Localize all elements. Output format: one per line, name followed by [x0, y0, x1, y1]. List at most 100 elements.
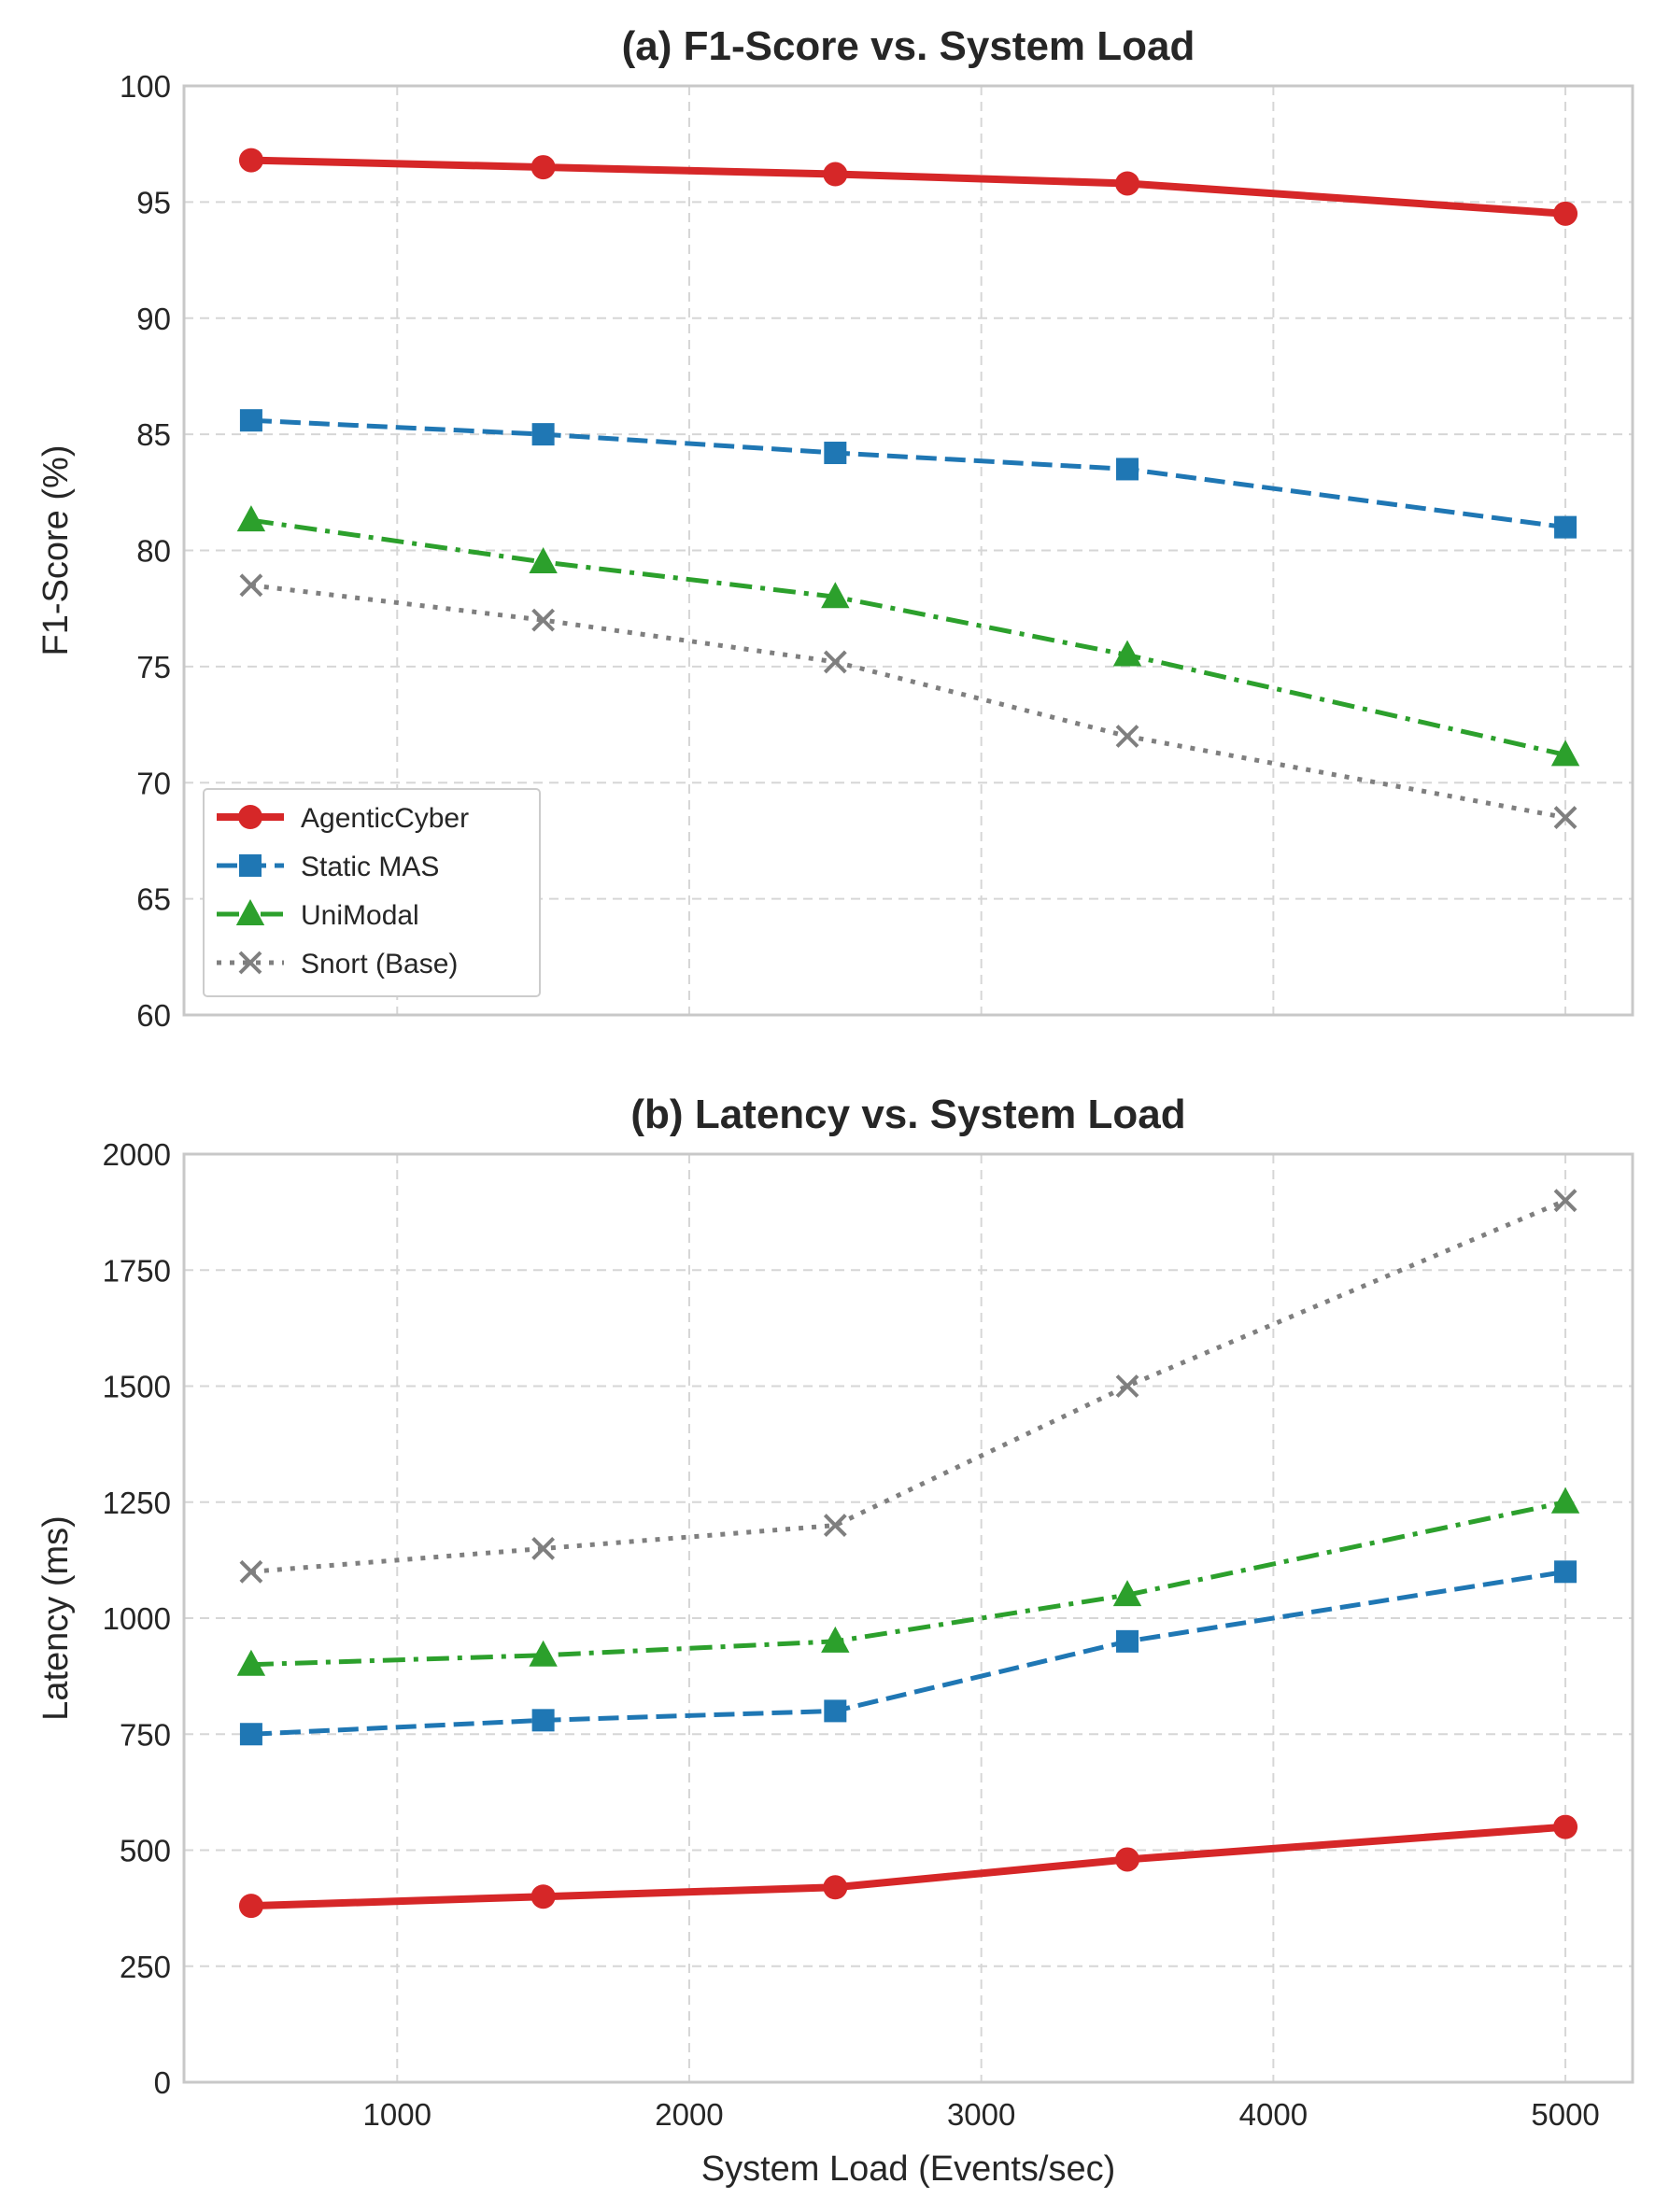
data-point — [821, 582, 850, 609]
x-stroke — [823, 650, 847, 674]
tick-labels: 60 65 70 75 80 85 90 95 100 — [120, 69, 171, 1033]
data-point — [824, 442, 847, 465]
y-tick-label: 0 — [154, 2065, 171, 2100]
y-tick-label: 80 — [136, 534, 171, 569]
series-static-mas — [239, 1560, 1577, 1746]
series-agenticcyber — [238, 1814, 1578, 1919]
y-tick-label: 90 — [136, 302, 171, 336]
y-tick-label: 65 — [136, 882, 171, 917]
x-stroke — [1115, 1374, 1139, 1398]
x-stroke — [823, 1514, 847, 1538]
data-point — [239, 1559, 263, 1584]
data-point — [529, 1640, 558, 1667]
data-point — [238, 148, 263, 173]
data-point — [1550, 740, 1580, 767]
legend-marker — [235, 899, 265, 925]
y-tick-label: 60 — [136, 998, 171, 1033]
legend-marker — [238, 951, 262, 975]
legend-swatch — [217, 951, 284, 975]
y-tick-label: 1500 — [103, 1370, 171, 1404]
y-tick-label: 750 — [120, 1717, 171, 1752]
data-point — [1553, 806, 1577, 829]
x-tick-label: 3000 — [947, 2097, 1015, 2132]
series-layer — [236, 148, 1580, 829]
data-point — [236, 1649, 266, 1676]
legend-marker — [239, 854, 262, 877]
data-point — [1112, 1580, 1142, 1607]
x-stroke — [238, 951, 262, 975]
y-tick-label: 70 — [136, 766, 171, 800]
x-stroke — [1553, 806, 1577, 829]
data-point — [1115, 725, 1139, 748]
legend-label: AgenticCyber — [301, 803, 469, 834]
chart-title: (a) F1-Score vs. System Load — [622, 23, 1195, 69]
y-axis-label: F1-Score (%) — [36, 445, 76, 656]
series-layer — [236, 1189, 1580, 1919]
x-stroke — [239, 1559, 263, 1584]
data-point — [1112, 640, 1142, 667]
y-tick-label: 100 — [120, 69, 171, 104]
data-point — [531, 1709, 555, 1732]
data-point — [238, 1894, 263, 1919]
x-tick-label: 5000 — [1531, 2097, 1599, 2132]
data-point — [823, 650, 847, 674]
plot-frame — [182, 1152, 1634, 2084]
legend-label: UniModal — [301, 900, 419, 931]
series-snort-base — [239, 573, 1577, 829]
data-point — [239, 409, 262, 432]
chart-title: (b) Latency vs. System Load — [630, 1092, 1185, 1137]
series-static-mas — [239, 409, 1577, 539]
series-agenticcyber — [238, 148, 1578, 226]
plot-frame — [182, 84, 1634, 1017]
legend-swatch — [217, 899, 284, 925]
data-point — [529, 546, 558, 573]
x-tick-label: 4000 — [1239, 2097, 1308, 2132]
legend-marker — [238, 805, 262, 829]
x-tick-label: 2000 — [655, 2097, 723, 2132]
x-stroke — [531, 608, 556, 632]
y-tick-label: 1250 — [103, 1486, 171, 1520]
series-unimodal — [236, 1486, 1580, 1676]
legend-label: Static MAS — [301, 852, 439, 882]
data-point — [531, 1537, 556, 1560]
data-point — [239, 573, 263, 598]
data-point — [823, 162, 848, 187]
x-tick-label: 1000 — [363, 2097, 431, 2132]
tick-labels: 0 250 500 750 1000 1250 1500 1750 2000 1000 2000 30… — [103, 1137, 1600, 2132]
y-tick-label: 250 — [120, 1950, 171, 1984]
data-point — [531, 423, 555, 446]
y-axis-label: Latency (ms) — [36, 1515, 76, 1721]
data-point — [530, 1884, 556, 1909]
latency-chart: (b) Latency vs. System Load Latency (ms)… — [36, 1092, 1634, 2189]
data-point — [824, 1699, 847, 1723]
legend-item-unimodal: UniModal — [217, 899, 419, 931]
data-point — [1115, 1847, 1140, 1872]
x-stroke — [531, 1537, 556, 1560]
x-stroke — [1553, 1189, 1577, 1213]
data-point — [1553, 1189, 1577, 1213]
x-stroke — [239, 573, 263, 598]
data-point — [821, 1626, 850, 1653]
y-tick-label: 1000 — [103, 1601, 171, 1636]
y-tick-label: 500 — [120, 1834, 171, 1868]
data-point — [1115, 1374, 1139, 1398]
x-stroke — [1115, 725, 1139, 748]
legend-box — [203, 788, 541, 997]
data-point — [1554, 1560, 1577, 1584]
legend-item-snort-base: Snort (Base) — [217, 949, 458, 979]
data-point — [823, 1875, 848, 1900]
legend-swatch — [217, 854, 284, 877]
data-point — [823, 1514, 847, 1538]
data-point — [1115, 171, 1140, 196]
data-point — [1550, 1486, 1580, 1514]
legend-label: Snort (Base) — [301, 949, 458, 979]
y-tick-label: 2000 — [103, 1137, 171, 1172]
data-point — [1116, 458, 1139, 481]
data-point — [530, 155, 556, 180]
data-point — [1554, 515, 1577, 539]
f1-score-chart: (a) F1-Score vs. System Load F1-Score (%… — [36, 23, 1634, 1033]
series-unimodal — [236, 505, 1580, 767]
data-point — [1553, 1814, 1578, 1839]
data-point — [1116, 1629, 1139, 1653]
